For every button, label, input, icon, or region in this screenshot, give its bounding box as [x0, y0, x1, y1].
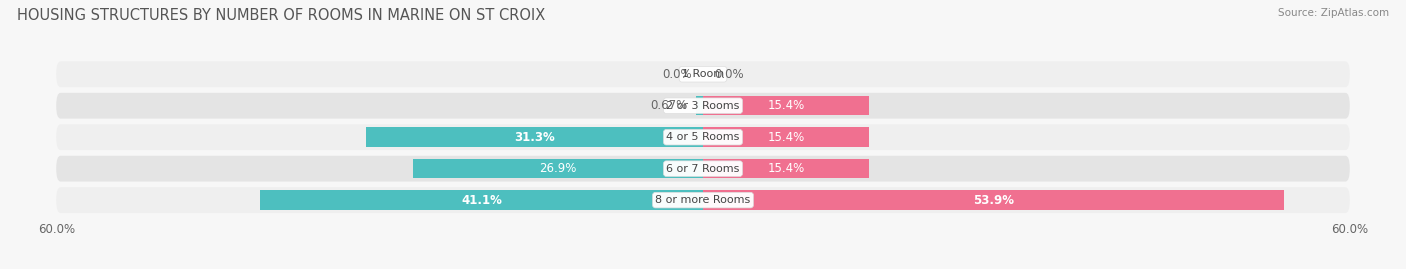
Bar [413, 159, 703, 178]
Text: 15.4%: 15.4% [768, 162, 804, 175]
Text: 31.3%: 31.3% [515, 131, 555, 144]
Bar [703, 128, 869, 147]
Text: 15.4%: 15.4% [768, 131, 804, 144]
Text: 41.1%: 41.1% [461, 194, 502, 207]
FancyBboxPatch shape [56, 61, 1350, 87]
Bar [366, 128, 703, 147]
FancyBboxPatch shape [56, 187, 1350, 213]
Bar [703, 96, 869, 115]
Text: 4 or 5 Rooms: 4 or 5 Rooms [666, 132, 740, 142]
Text: 1 Room: 1 Room [682, 69, 724, 79]
Text: 8 or more Rooms: 8 or more Rooms [655, 195, 751, 205]
Text: 53.9%: 53.9% [973, 194, 1014, 207]
FancyBboxPatch shape [56, 124, 1350, 150]
FancyBboxPatch shape [56, 156, 1350, 182]
Bar [696, 96, 703, 115]
Bar [703, 159, 869, 178]
Bar [260, 190, 703, 210]
Text: HOUSING STRUCTURES BY NUMBER OF ROOMS IN MARINE ON ST CROIX: HOUSING STRUCTURES BY NUMBER OF ROOMS IN… [17, 8, 546, 23]
Text: 0.0%: 0.0% [662, 68, 692, 81]
Text: 26.9%: 26.9% [540, 162, 576, 175]
Text: 15.4%: 15.4% [768, 99, 804, 112]
Bar [703, 190, 1284, 210]
Text: 6 or 7 Rooms: 6 or 7 Rooms [666, 164, 740, 174]
Text: 2 or 3 Rooms: 2 or 3 Rooms [666, 101, 740, 111]
Text: Source: ZipAtlas.com: Source: ZipAtlas.com [1278, 8, 1389, 18]
Text: 0.0%: 0.0% [714, 68, 744, 81]
FancyBboxPatch shape [56, 93, 1350, 119]
Text: 0.67%: 0.67% [650, 99, 688, 112]
